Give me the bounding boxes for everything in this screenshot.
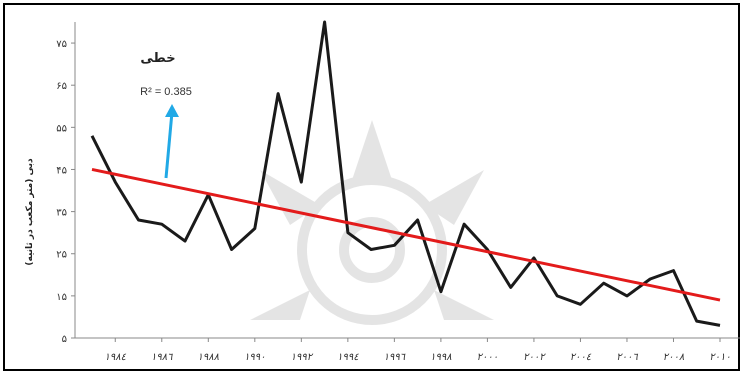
y-tick-label: ۴۵ — [56, 165, 67, 176]
r-squared-label: R² = 0.385 — [140, 86, 192, 98]
y-tick-label: ۱۵ — [56, 292, 67, 303]
y-axis-label: دبی (متر مکعب در ثانیه) — [25, 158, 35, 266]
x-tick-label: ۱۹۹۲ — [291, 352, 314, 363]
y-tick-label: ۳۵ — [56, 208, 67, 219]
x-tick-label: ۲۰۰۲ — [523, 352, 546, 363]
x-tick-label: ۱۹۹۰ — [244, 352, 265, 363]
trendline-title: خطی — [140, 51, 175, 66]
x-tick-label: ۱۹۸۸ — [198, 352, 220, 363]
y-tick-label: ۲۵ — [56, 250, 67, 261]
annotation-arrow — [165, 104, 179, 178]
x-tick-labels: ۱۹۸٤ ۱۹۸٦ ۱۹۸۸ ۱۹۹۰ ۱۹۹۲ ۱۹۹٤ ۱۹۹٦ ۱۹۹۸ ۲۰۰۰ ۲۰۰۲… — [105, 338, 731, 363]
x-tick-label: ۲۰۰٤ — [570, 352, 592, 363]
x-tick-label: ۱۹۸٦ — [151, 352, 173, 363]
y-tick-label: ۶۵ — [56, 81, 67, 92]
y-tick-label: ۵ — [62, 334, 67, 345]
x-tick-label: ۲۰۰۸ — [663, 352, 685, 363]
y-tick-label: ۵۵ — [56, 123, 67, 134]
x-tick-label: ۱۹۹٤ — [337, 352, 359, 363]
x-tick-label: ۱۹۸٤ — [105, 352, 127, 363]
x-tick-label: ۱۹۹۸ — [430, 352, 452, 363]
x-tick-label: ۲۰۰۰ — [477, 352, 498, 363]
x-tick-label: ۱۹۹٦ — [384, 352, 406, 363]
x-tick-label: ۲۰۱۰ — [709, 352, 730, 363]
y-tick-label: ۷۵ — [56, 39, 67, 50]
watermark-ornament — [250, 120, 494, 320]
y-tick-labels: ۵ ۱۵ ۲۵ ۳۵ ۴۵ ۵۵ ۶۵ ۷۵ — [56, 39, 75, 345]
x-tick-label: ۲۰۰٦ — [616, 352, 638, 363]
